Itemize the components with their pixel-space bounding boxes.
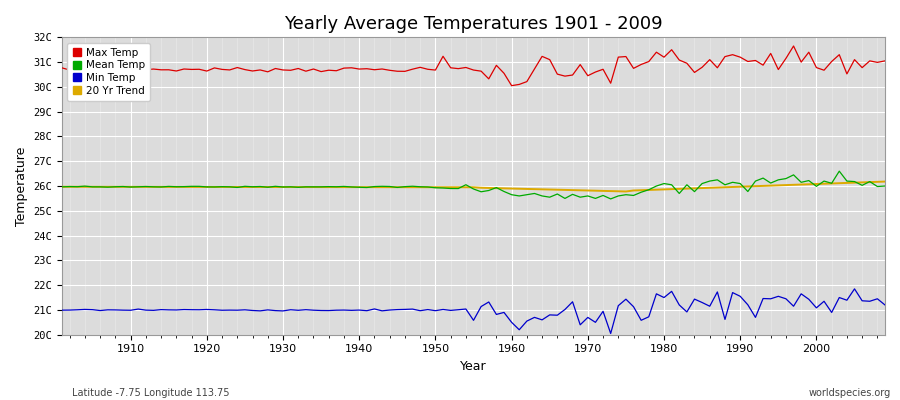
Mean Temp: [606, 196, 616, 201]
20 Yr Trend: [285, 185, 296, 190]
Min Temp: [499, 310, 509, 315]
20 Yr Trend: [598, 188, 608, 193]
20 Yr Trend: [879, 179, 890, 184]
Min Temp: [57, 308, 68, 312]
Line: 20 Yr Trend: 20 Yr Trend: [62, 182, 885, 192]
Mean Temp: [879, 184, 890, 188]
Max Temp: [331, 68, 342, 73]
Mean Temp: [331, 184, 342, 189]
X-axis label: Year: Year: [460, 360, 487, 373]
Min Temp: [506, 320, 517, 325]
Max Temp: [118, 66, 129, 71]
Max Temp: [788, 44, 799, 48]
Mean Temp: [285, 184, 296, 189]
Min Temp: [606, 331, 616, 336]
Min Temp: [331, 308, 342, 312]
20 Yr Trend: [118, 184, 129, 189]
Legend: Max Temp, Mean Temp, Min Temp, 20 Yr Trend: Max Temp, Mean Temp, Min Temp, 20 Yr Tre…: [68, 42, 150, 101]
Min Temp: [598, 309, 608, 314]
Line: Max Temp: Max Temp: [62, 46, 885, 86]
Mean Temp: [598, 193, 608, 198]
20 Yr Trend: [506, 186, 517, 191]
Mean Temp: [57, 184, 68, 189]
Max Temp: [514, 82, 525, 87]
Max Temp: [606, 81, 616, 86]
Max Temp: [285, 68, 296, 73]
Max Temp: [499, 71, 509, 76]
Text: Latitude -7.75 Longitude 113.75: Latitude -7.75 Longitude 113.75: [72, 388, 230, 398]
Max Temp: [506, 83, 517, 88]
Mean Temp: [834, 169, 845, 174]
Min Temp: [879, 302, 890, 307]
Line: Min Temp: Min Temp: [62, 289, 885, 334]
Min Temp: [118, 308, 129, 312]
Max Temp: [57, 66, 68, 70]
Mean Temp: [118, 184, 129, 189]
Max Temp: [879, 58, 890, 63]
Line: Mean Temp: Mean Temp: [62, 171, 885, 199]
Y-axis label: Temperature: Temperature: [15, 146, 28, 226]
Text: worldspecies.org: worldspecies.org: [809, 388, 891, 398]
Mean Temp: [506, 192, 517, 197]
Min Temp: [285, 307, 296, 312]
20 Yr Trend: [57, 184, 68, 189]
Min Temp: [849, 286, 859, 291]
Mean Temp: [499, 189, 509, 194]
20 Yr Trend: [331, 185, 342, 190]
20 Yr Trend: [499, 186, 509, 191]
Title: Yearly Average Temperatures 1901 - 2009: Yearly Average Temperatures 1901 - 2009: [284, 15, 662, 33]
20 Yr Trend: [620, 189, 631, 194]
